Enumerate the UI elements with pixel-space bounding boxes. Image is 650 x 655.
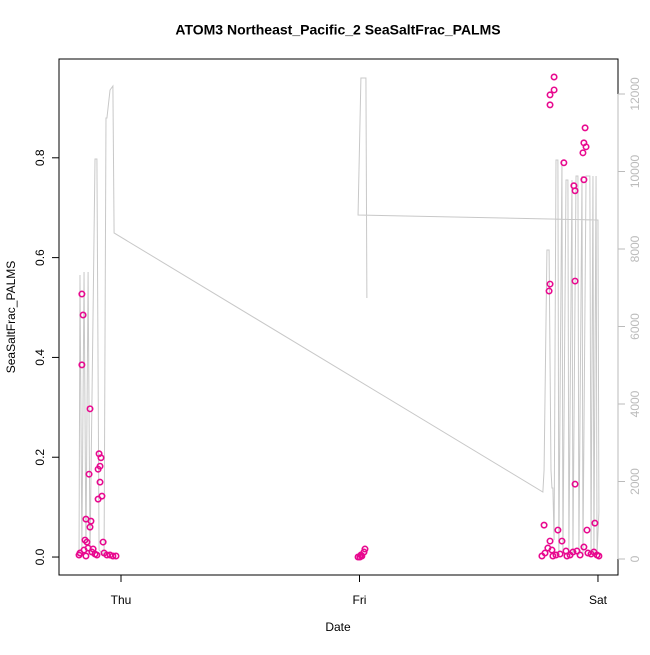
altitude-line	[78, 77, 600, 557]
data-point	[546, 537, 554, 545]
data-point	[86, 523, 94, 531]
y2-tick-label: 10000	[628, 154, 642, 188]
data-point	[85, 470, 93, 478]
y-tick-label: 0.8	[33, 149, 47, 166]
data-point	[78, 290, 86, 298]
y2-tick-label: 8000	[628, 235, 642, 262]
data-point	[109, 552, 117, 560]
data-point	[576, 551, 584, 559]
x-tick-label: Sat	[589, 593, 608, 607]
data-point	[571, 187, 579, 195]
data-point	[82, 552, 90, 560]
data-point	[78, 361, 86, 369]
y-axis-label: SeaSaltFrac_PALMS	[4, 261, 18, 374]
data-point	[94, 495, 102, 503]
data-point	[563, 552, 571, 560]
y2-tick-label: 4000	[628, 390, 642, 417]
data-point	[545, 287, 553, 295]
y2-tick-label: 6000	[628, 313, 642, 340]
y2-tick-label: 2000	[628, 468, 642, 495]
data-point	[550, 86, 558, 94]
data-point	[93, 551, 101, 559]
chart-title: ATOM3 Northeast_Pacific_2 SeaSaltFrac_PA…	[175, 22, 500, 38]
data-point	[112, 552, 120, 560]
data-point	[580, 176, 588, 184]
data-point	[579, 149, 587, 157]
x-tick-label: Fri	[352, 593, 366, 607]
data-point	[550, 73, 558, 81]
x-tick-label: Thu	[111, 593, 132, 607]
data-point	[89, 545, 97, 553]
data-point	[558, 537, 566, 545]
y2-tick-label: 0	[628, 555, 642, 562]
data-point	[96, 478, 104, 486]
data-point	[546, 91, 554, 99]
y-tick-label: 0.6	[33, 249, 47, 266]
data-point	[580, 543, 588, 551]
data-point	[554, 526, 562, 534]
y2-tick-label: 12000	[628, 77, 642, 111]
data-point	[591, 519, 599, 527]
data-point	[99, 538, 107, 546]
data-point	[556, 550, 564, 558]
x-axis-label: Date	[325, 620, 351, 634]
data-point	[569, 548, 577, 556]
data-point	[571, 277, 579, 285]
data-point	[94, 465, 102, 473]
data-point	[79, 311, 87, 319]
data-point	[552, 551, 560, 559]
data-point	[571, 480, 579, 488]
data-point	[546, 101, 554, 109]
data-point	[357, 551, 365, 559]
data-point	[546, 280, 554, 288]
data-point	[549, 552, 557, 560]
data-point	[538, 552, 546, 560]
data-point	[595, 552, 603, 560]
data-point	[583, 526, 591, 534]
data-point	[75, 551, 83, 559]
data-point	[86, 405, 94, 413]
data-point	[560, 159, 568, 167]
y-tick-label: 0.0	[33, 548, 47, 565]
y-tick-label: 0.4	[33, 349, 47, 366]
data-point	[580, 139, 588, 147]
data-point	[581, 124, 589, 132]
data-point	[540, 521, 548, 529]
data-point	[97, 454, 105, 462]
y-tick-label: 0.2	[33, 449, 47, 466]
